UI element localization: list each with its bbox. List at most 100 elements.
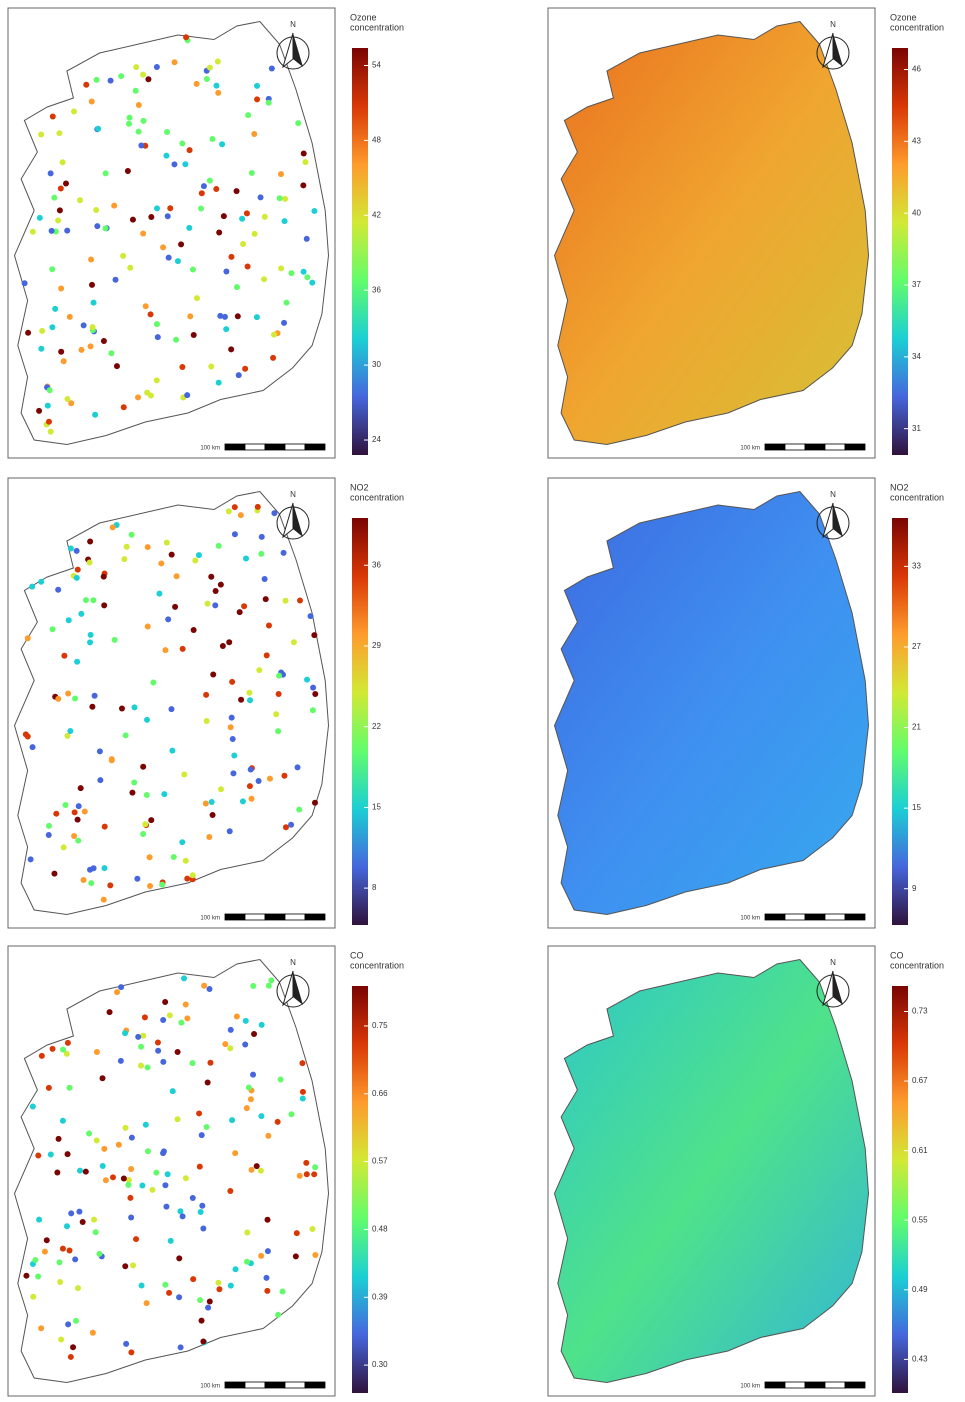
station-dot <box>56 130 63 137</box>
station-dot <box>247 766 254 773</box>
station-dot <box>258 1113 265 1120</box>
station-dot <box>282 824 289 831</box>
station-dot <box>58 285 65 292</box>
scale-segment <box>804 913 826 921</box>
station-dot <box>273 711 280 718</box>
station-dot <box>66 313 73 320</box>
station-dot <box>138 1062 145 1069</box>
station-dot <box>93 207 100 213</box>
station-dot <box>288 1111 295 1118</box>
station-dot <box>112 276 119 283</box>
station-dot <box>153 205 160 212</box>
station-dot <box>113 363 120 370</box>
station-dot <box>81 808 88 815</box>
station-dot <box>57 185 64 192</box>
station-dot <box>204 600 211 607</box>
station-dot <box>176 1255 183 1262</box>
station-dot <box>228 714 235 721</box>
station-dot <box>120 404 127 411</box>
station-dot <box>64 227 71 234</box>
colorbar-title: NO2 <box>890 482 909 492</box>
colorbar-tick-label: 0.30 <box>372 1360 388 1369</box>
station-dot <box>203 691 210 698</box>
station-dot <box>102 1177 109 1184</box>
station-dot <box>266 775 273 782</box>
station-dot <box>82 1168 89 1175</box>
colorbar <box>892 986 908 1393</box>
station-dot <box>128 1349 135 1356</box>
station-dot <box>115 1141 122 1148</box>
station-dot <box>89 281 96 288</box>
colorbar <box>892 48 908 455</box>
north-label: N <box>830 958 836 967</box>
compass-needle <box>293 503 303 537</box>
station-dot <box>140 763 147 770</box>
station-dot <box>229 678 236 685</box>
station-dot <box>148 817 155 824</box>
station-dot <box>179 645 186 652</box>
station-dot <box>118 73 125 80</box>
station-dot <box>215 542 222 549</box>
scale-segment <box>804 1381 826 1389</box>
colorbar-title: CO <box>890 950 904 960</box>
station-dot <box>206 1298 213 1305</box>
station-dot <box>100 573 107 580</box>
scale-segment <box>824 443 846 451</box>
station-dot <box>96 1250 103 1257</box>
station-dot <box>229 735 236 742</box>
station-dot <box>217 786 224 793</box>
station-dot <box>203 76 210 83</box>
station-dot <box>186 224 193 231</box>
station-dot <box>212 602 219 609</box>
station-dot <box>97 777 104 784</box>
station-dot <box>190 331 197 338</box>
scale-segment <box>784 913 806 921</box>
station-dot <box>133 1236 140 1243</box>
station-dot <box>219 141 226 148</box>
station-dot <box>131 779 138 786</box>
station-dot <box>49 626 56 633</box>
station-dot <box>243 1105 250 1112</box>
station-dot <box>64 732 71 739</box>
station-dot <box>82 597 89 604</box>
station-dot <box>302 159 309 166</box>
station-dot <box>72 695 79 702</box>
station-dot <box>163 1203 170 1210</box>
station-dot <box>118 984 125 991</box>
station-dot <box>254 96 261 103</box>
station-dot <box>200 183 207 190</box>
station-dot <box>140 831 147 838</box>
station-dot <box>203 1124 210 1131</box>
station-dot <box>265 982 272 989</box>
station-dot <box>303 1171 310 1178</box>
station-dot <box>181 975 188 982</box>
station-dot <box>239 798 246 805</box>
scale-label: 100 km <box>740 1384 760 1390</box>
colorbar-tick-label: 30 <box>372 360 381 369</box>
station-dot <box>236 609 243 616</box>
station-dot <box>55 1135 62 1142</box>
station-dot <box>138 142 145 149</box>
station-dot <box>206 833 213 840</box>
station-dot <box>225 508 232 515</box>
station-dot <box>79 1218 86 1225</box>
station-dot <box>184 392 191 399</box>
station-dot <box>164 213 171 220</box>
station-dot <box>61 652 68 659</box>
station-dot <box>99 1075 106 1082</box>
scale-segment <box>284 913 306 921</box>
station-dot <box>200 1338 207 1345</box>
station-dot <box>38 578 45 585</box>
station-dot <box>45 831 52 838</box>
station-dot <box>209 136 216 143</box>
station-dot <box>89 324 96 331</box>
station-dot <box>140 1032 147 1039</box>
station-dot <box>101 1145 108 1152</box>
station-dot <box>241 603 248 610</box>
station-dot <box>77 785 84 792</box>
station-dot <box>38 1325 45 1332</box>
station-dot <box>158 560 165 567</box>
station-dot <box>128 1166 135 1173</box>
station-dot <box>164 129 171 136</box>
